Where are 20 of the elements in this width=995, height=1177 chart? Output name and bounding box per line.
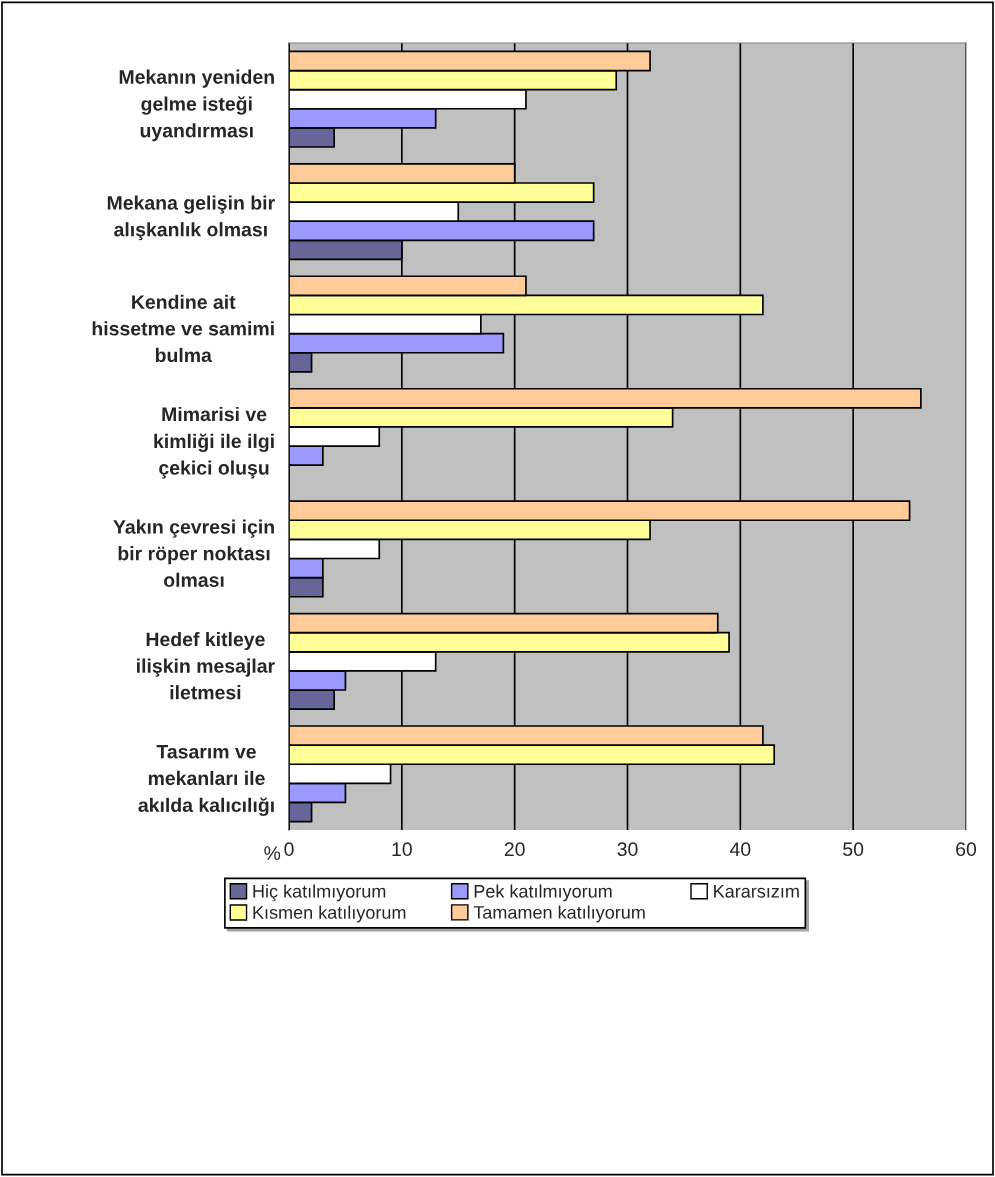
legend-label: Kararsızım <box>714 885 799 898</box>
y-tick-label: Mekana gelişin bir alışkanlık olması <box>107 195 275 241</box>
legend-label: Pek katılmıyorum <box>474 884 612 902</box>
legend-label: Kısmen katılıyorum <box>253 905 406 923</box>
x-tick-label: 10 <box>392 842 412 857</box>
y-tick-label: Hedef kitleye ilişkin mesajlar iletmesi <box>137 631 275 700</box>
x-tick-label: 50 <box>843 842 864 857</box>
y-tick-label: Yakın çevresi için bir röper noktası olması <box>113 519 274 587</box>
x-tick-label: 30 <box>617 842 638 857</box>
y-tick-label: Kendine ait hissetme ve samimi bulma <box>92 294 274 363</box>
x-axis-title: % <box>264 846 281 860</box>
legend-label: Tamamen katılıyorum <box>473 905 645 923</box>
y-tick-label: Tasarım ve mekanları ile akılda kalıcılığı <box>138 745 274 816</box>
x-tick-label: 60 <box>956 842 977 857</box>
y-tick-label: Mekanın yeniden gelme isteği uyandırması <box>119 69 274 142</box>
x-tick-label: 0 <box>284 842 294 857</box>
y-tick-label: Mimarisi ve kimliği ile ilgi çekici oluşu <box>154 406 274 479</box>
x-tick-label: 40 <box>729 842 751 857</box>
legend-label: Hiç katılmıyorum <box>253 884 386 902</box>
x-tick-label: 20 <box>504 842 525 857</box>
